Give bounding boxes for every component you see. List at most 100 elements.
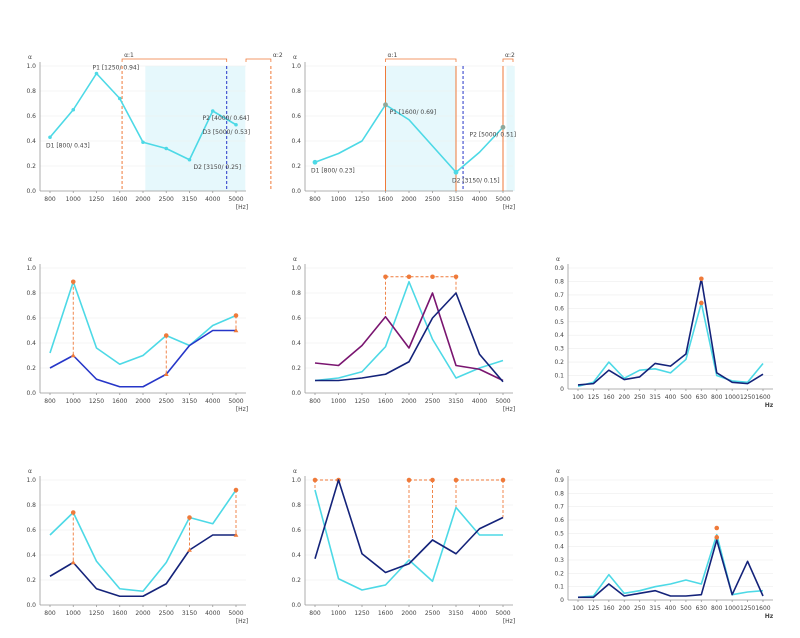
x-tick-label: 500 <box>680 394 692 401</box>
x-tick-label: 5000 <box>495 610 510 617</box>
marker-dot <box>312 477 318 483</box>
point-marker <box>164 146 169 151</box>
y-tick-label: 0.0 <box>291 188 301 195</box>
x-tick-label: 2500 <box>425 196 440 203</box>
chart-panel-A1: 0.0 0.2 0.4 0.6 0.8 1.0 α 800 1000 1250 1600 2000 25… <box>26 52 282 211</box>
x-tick-label: 3150 <box>182 610 197 617</box>
y-tick-label: 0.4 <box>554 332 564 339</box>
point-annotation: D2 [3150/ 0.15] <box>452 177 500 184</box>
x-tick-label: 100 <box>572 394 584 401</box>
x-tick-label: 1600 <box>755 605 770 612</box>
y-tick-label: 0.6 <box>291 113 301 120</box>
point-marker <box>312 159 318 165</box>
difference-triangle <box>233 532 239 537</box>
x-tick-label: 4000 <box>472 610 487 617</box>
x-tick-label: 2000 <box>135 610 150 617</box>
difference-dot <box>163 333 169 338</box>
y-tick-label: 0.0 <box>291 602 301 609</box>
x-tick-label: 1250 <box>89 610 104 617</box>
x-tick-label: 100 <box>572 605 584 612</box>
series-line-2 <box>578 539 764 599</box>
y-axis-label: α <box>293 256 297 263</box>
y-tick-label: 0.8 <box>26 88 36 95</box>
y-tick-label: 0.8 <box>291 88 301 95</box>
x-tick-label: 4000 <box>205 398 220 405</box>
x-tick-label: 200 <box>619 394 631 401</box>
x-tick-label: 1250 <box>740 605 755 612</box>
y-tick-label: 0.2 <box>291 163 301 170</box>
y-tick-label: 0.1 <box>554 373 564 380</box>
x-tick-label: 400 <box>665 605 677 612</box>
x-tick-label: 1250 <box>740 394 755 401</box>
x-tick-label: 1000 <box>66 398 81 405</box>
x-tick-label: 1600 <box>378 196 393 203</box>
marker-dot <box>383 274 388 280</box>
difference-triangle <box>70 560 76 565</box>
y-tick-label: 1.0 <box>291 477 301 484</box>
x-axis-unit: [Hz] <box>503 406 515 413</box>
x-tick-label: 1000 <box>66 196 81 203</box>
y-tick-label: 0.6 <box>26 315 36 322</box>
x-tick-label: 4000 <box>472 398 487 405</box>
difference-dot <box>233 487 239 493</box>
x-tick-label: 630 <box>696 605 708 612</box>
range-bracket-label: α:2 <box>505 52 515 59</box>
shade-region <box>506 66 515 191</box>
x-tick-label: 250 <box>634 605 646 612</box>
y-tick-label: 0.3 <box>554 346 564 353</box>
x-tick-label: 3150 <box>182 196 197 203</box>
y-tick-label: 0.7 <box>554 292 564 299</box>
chart-panel-B3: 0 0.1 0.2 0.3 0.4 0.5 0.6 0.7 0.8 0.9 α 100 125 160 20… <box>554 256 773 409</box>
point-marker <box>210 109 215 113</box>
y-tick-label: 0.4 <box>26 340 36 347</box>
y-tick-label: 1.0 <box>291 265 301 272</box>
y-axis-label: α <box>293 468 297 475</box>
marker-dot <box>453 477 459 483</box>
difference-triangle <box>70 353 76 358</box>
y-tick-label: 0.2 <box>554 359 564 366</box>
x-tick-label: 1250 <box>354 398 369 405</box>
series-line-2 <box>49 534 236 598</box>
shade-region <box>145 66 246 191</box>
point-marker <box>234 122 238 127</box>
x-tick-label: 1000 <box>66 610 81 617</box>
x-tick-label: 4000 <box>205 610 220 617</box>
x-tick-label: 160 <box>603 394 615 401</box>
x-tick-label: 2000 <box>401 196 416 203</box>
chart-panel-C2: 0.0 0.2 0.4 0.6 0.8 1.0 α 800 1000 1250 1600 2000 25… <box>291 468 515 625</box>
y-tick-label: 1.0 <box>26 265 36 272</box>
x-tick-label: 5000 <box>495 196 510 203</box>
x-tick-label: 2000 <box>135 398 150 405</box>
x-axis-unit: [Hz] <box>236 618 248 625</box>
point-annotation: P1 [1600/ 0.69] <box>390 109 437 116</box>
difference-triangle <box>233 328 239 333</box>
x-tick-label: 3150 <box>448 398 463 405</box>
y-tick-label: 0.8 <box>26 290 36 297</box>
point-marker <box>141 140 145 145</box>
y-tick-label: 0.9 <box>554 477 564 484</box>
range-bracket-label: α:1 <box>388 52 398 59</box>
x-tick-label: 4000 <box>205 196 220 203</box>
y-tick-label: 0.3 <box>554 557 564 564</box>
y-tick-label: 0.8 <box>554 490 564 497</box>
x-tick-label: 2500 <box>159 610 174 617</box>
difference-triangle <box>163 371 169 377</box>
x-tick-label: 400 <box>665 394 677 401</box>
y-tick-label: 0.7 <box>554 504 564 511</box>
y-tick-label: 0.0 <box>291 390 301 397</box>
x-axis-unit: [Hz] <box>503 204 515 211</box>
y-axis-label: α <box>28 256 32 263</box>
x-axis-unit: [Hz] <box>503 618 515 625</box>
y-tick-label: 0.0 <box>26 188 36 195</box>
y-tick-label: 0.6 <box>554 517 564 524</box>
x-tick-label: 3150 <box>182 398 197 405</box>
chart-panel-B2: 0.0 0.2 0.4 0.6 0.8 1.0 α 800 1000 1250 1600 2000 25… <box>291 256 515 413</box>
marker-dot <box>453 274 459 280</box>
y-tick-label: 0.4 <box>26 138 36 145</box>
x-tick-label: 2500 <box>425 610 440 617</box>
x-tick-label: 1250 <box>89 196 104 203</box>
y-tick-label: 0.4 <box>291 138 301 145</box>
series-line-1 <box>577 302 764 388</box>
y-tick-label: 0.6 <box>291 527 301 534</box>
x-tick-label: 800 <box>711 394 723 401</box>
